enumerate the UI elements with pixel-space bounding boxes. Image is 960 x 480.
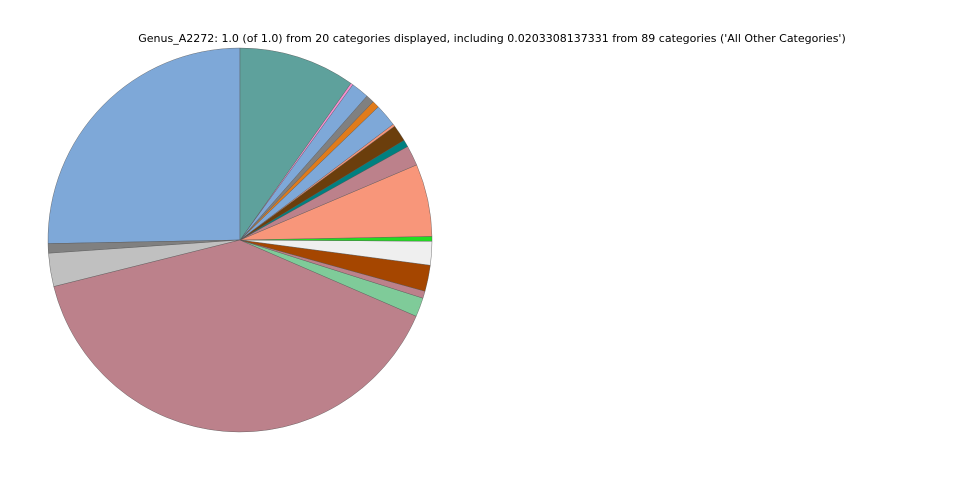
pie-slice: [47, 47, 241, 244]
pie-slice: [239, 47, 352, 241]
chart-title: Genus_A2272: 1.0 (of 1.0) from 20 catego…: [138, 32, 846, 45]
pie-slice: [53, 239, 417, 433]
